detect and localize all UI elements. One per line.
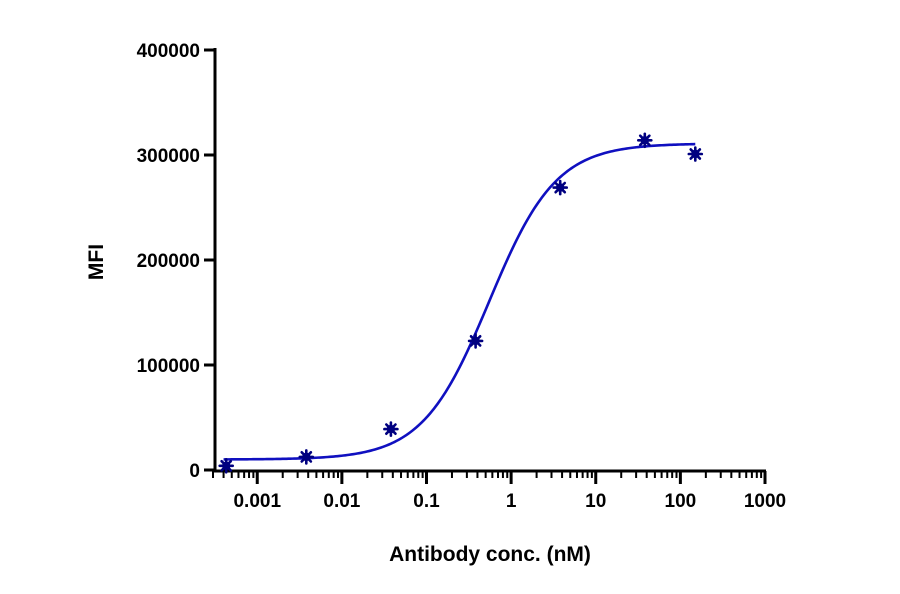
x-axis-title: Antibody conc. (nM) (389, 543, 591, 566)
data-point (636, 132, 653, 149)
data-point-ray (300, 450, 313, 463)
x-tick-label: 10 (585, 491, 606, 512)
x-tick-label: 1 (506, 491, 517, 512)
y-tick-label: 300000 (137, 146, 200, 167)
x-tick-label: 1000 (744, 491, 786, 512)
data-points-layer (218, 132, 704, 474)
data-point-ray (689, 148, 702, 160)
data-point-ray (638, 134, 651, 147)
data-point (687, 146, 704, 162)
fit-curve-layer (223, 142, 696, 461)
y-tick-label: 200000 (137, 251, 200, 272)
x-tick-label: 0.01 (323, 491, 360, 512)
x-tick-label: 0.1 (413, 491, 440, 512)
y-tick-label: 0 (189, 461, 200, 482)
x-tick-label: 0.001 (233, 491, 281, 512)
data-point-ray (554, 181, 567, 194)
data-point-ray (220, 459, 233, 472)
x-tick-label: 100 (665, 491, 697, 512)
y-tick-label: 100000 (137, 356, 200, 377)
x-axis: 0.001 0.01 0.1 1 10 100 1000 (212, 469, 786, 512)
y-axis: 0 100000 200000 300000 400000 (137, 41, 217, 482)
data-point (467, 333, 484, 349)
data-point (218, 457, 234, 474)
y-tick-label: 400000 (137, 41, 200, 62)
data-point-ray (384, 423, 397, 436)
data-point-ray (469, 334, 482, 347)
data-point (383, 421, 399, 437)
data-point (298, 449, 315, 465)
data-point (552, 179, 569, 196)
fit-curve (223, 142, 696, 461)
y-axis-title: MFI (85, 244, 108, 280)
